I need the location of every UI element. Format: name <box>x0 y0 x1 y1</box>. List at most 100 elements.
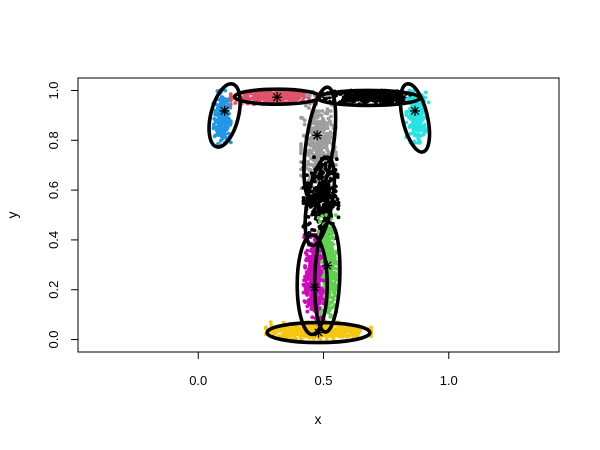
data-point <box>296 97 301 101</box>
data-point <box>327 242 332 247</box>
data-point <box>215 131 220 136</box>
data-point <box>415 118 419 123</box>
data-point <box>313 209 317 214</box>
data-point <box>310 228 314 232</box>
cluster-center-marker <box>272 92 283 103</box>
data-point <box>337 326 342 330</box>
data-point <box>328 313 333 317</box>
data-point <box>321 278 326 283</box>
cluster-ellipse <box>398 81 432 154</box>
data-point <box>355 334 360 338</box>
data-point <box>324 146 329 151</box>
data-point <box>307 282 311 286</box>
data-point <box>303 277 308 282</box>
data-point <box>330 235 335 240</box>
data-point <box>328 177 333 181</box>
centers-layer <box>219 92 420 338</box>
data-point <box>277 327 282 332</box>
data-point <box>417 138 422 143</box>
y-axis: 0.0 0.2 0.4 0.6 0.8 1.0 <box>46 81 79 349</box>
data-point <box>330 281 334 286</box>
data-point <box>323 334 327 338</box>
data-point <box>290 94 295 99</box>
data-point <box>220 115 224 120</box>
data-point <box>331 285 336 289</box>
data-point <box>293 97 298 102</box>
data-point <box>420 110 424 115</box>
data-point <box>306 298 311 303</box>
data-point <box>332 292 337 297</box>
data-point <box>401 95 406 100</box>
data-point <box>322 139 327 144</box>
data-point <box>353 328 358 333</box>
data-point <box>348 94 353 98</box>
data-point <box>320 214 325 218</box>
data-point <box>301 332 305 337</box>
data-point <box>304 103 308 108</box>
data-point <box>393 96 398 100</box>
data-point <box>310 212 314 217</box>
data-point <box>308 143 313 148</box>
data-point <box>325 141 330 145</box>
data-point <box>299 93 303 98</box>
data-point <box>323 111 328 115</box>
data-point <box>303 290 308 295</box>
data-point <box>308 300 313 305</box>
data-point <box>310 256 315 260</box>
cluster-ellipse <box>265 320 372 345</box>
data-point <box>305 248 310 253</box>
data-point <box>310 265 314 269</box>
data-point <box>317 206 322 211</box>
data-point <box>319 171 324 176</box>
data-point <box>223 88 228 93</box>
data-point <box>318 219 322 224</box>
data-point <box>223 125 228 130</box>
data-point <box>328 301 333 306</box>
data-point <box>307 336 312 340</box>
data-point <box>327 254 332 258</box>
data-point <box>422 122 427 127</box>
data-point <box>417 102 422 107</box>
data-point <box>303 264 307 268</box>
data-point <box>407 115 411 119</box>
data-point <box>301 199 306 203</box>
data-point <box>324 213 329 217</box>
data-point <box>414 122 418 127</box>
data-point <box>321 130 326 135</box>
data-point <box>255 93 260 98</box>
data-point <box>288 334 293 338</box>
data-point <box>294 336 298 341</box>
data-point <box>212 124 216 129</box>
x-tick-label: 0.0 <box>189 373 207 388</box>
data-point <box>329 123 334 127</box>
data-point <box>420 125 424 129</box>
data-point <box>302 122 307 127</box>
data-point <box>223 134 227 139</box>
data-point <box>325 191 330 195</box>
data-point <box>315 141 319 145</box>
data-point <box>369 325 373 330</box>
data-point <box>325 239 330 243</box>
data-point <box>228 95 233 99</box>
data-point <box>228 92 233 97</box>
data-point <box>312 335 317 340</box>
y-tick-label: 0.2 <box>46 281 61 299</box>
data-point <box>308 249 313 253</box>
data-point <box>426 100 431 105</box>
data-point <box>317 146 322 151</box>
data-point <box>324 337 329 342</box>
data-point <box>344 333 349 338</box>
cluster-center-marker <box>363 92 374 103</box>
data-point <box>324 187 329 192</box>
data-point <box>304 274 309 278</box>
data-point <box>299 147 303 152</box>
data-point <box>301 97 305 102</box>
cluster-center-marker <box>219 105 230 116</box>
data-point <box>377 98 382 102</box>
data-point <box>408 106 412 111</box>
data-point <box>368 91 373 96</box>
data-point <box>322 202 326 207</box>
data-point <box>225 97 230 102</box>
